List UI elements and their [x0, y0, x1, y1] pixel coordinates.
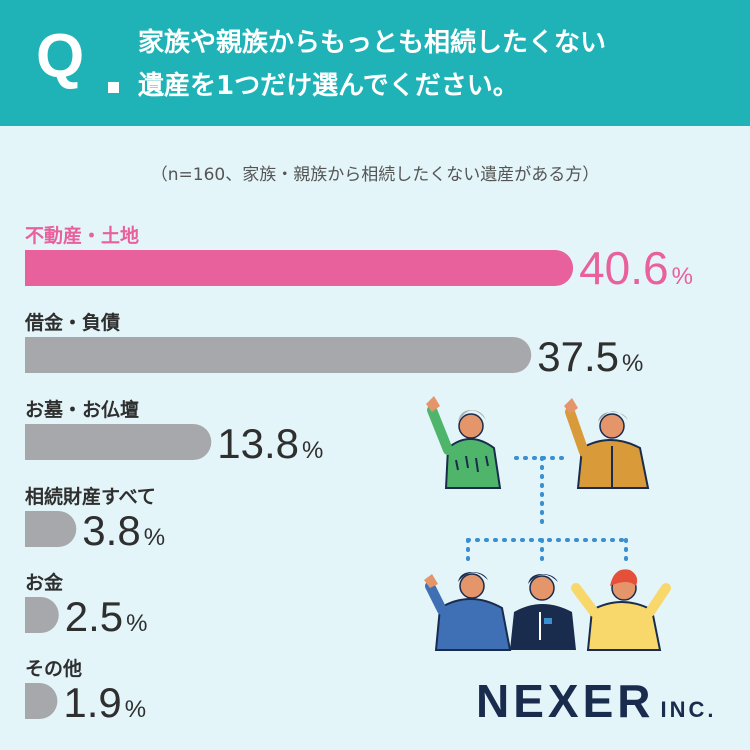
value-label: 3.8% — [82, 507, 165, 554]
bar — [25, 597, 59, 633]
value-number: 37.5 — [537, 333, 619, 380]
category-label: 相続財産すべて — [25, 485, 156, 508]
q-mark: Q — [36, 22, 85, 91]
bar — [25, 250, 574, 286]
grandmother-figure — [426, 396, 502, 489]
value-number: 13.8 — [217, 420, 299, 467]
value-label: 37.5% — [537, 333, 643, 380]
grandfather-figure — [564, 398, 650, 489]
left-person-figure — [424, 572, 512, 651]
middle-person-figure — [510, 574, 576, 650]
value-number: 3.8 — [82, 507, 140, 554]
value-unit: % — [622, 350, 643, 377]
bar — [25, 337, 532, 373]
question-header: Q 家族や親族からもっとも相続したくない 遺産を1つだけ選んでください。 — [0, 0, 750, 126]
nexer-logo: NEXER INC. — [476, 678, 716, 724]
q-dot — [108, 82, 119, 93]
sample-note: （n=160、家族・親族から相続したくない遺産がある方） — [150, 165, 600, 185]
value-unit: % — [672, 263, 693, 290]
category-label: お墓・お仏壇 — [25, 398, 139, 421]
category-label: 借金・負債 — [24, 311, 120, 334]
category-label: お金 — [25, 571, 64, 594]
value-number: 2.5 — [65, 593, 123, 640]
bar — [25, 511, 77, 547]
category-label: 不動産・土地 — [25, 224, 139, 247]
logo-sub: INC. — [660, 697, 717, 722]
bar — [25, 683, 58, 719]
category-label: その他 — [25, 657, 82, 680]
value-unit: % — [126, 610, 147, 637]
value-label: 1.9% — [63, 679, 146, 726]
value-label: 2.5% — [65, 593, 148, 640]
right-person-figure — [571, 569, 671, 651]
value-label: 40.6% — [579, 242, 693, 294]
question-line-2: 遺産を1つだけ選んでください。 — [138, 71, 519, 101]
value-number: 1.9 — [63, 679, 121, 726]
logo-main: NEXER — [476, 675, 655, 727]
family-tree-connector — [466, 456, 628, 568]
value-label: 13.8% — [217, 420, 323, 467]
value-unit: % — [125, 696, 146, 723]
bar — [25, 424, 212, 460]
question-line-1: 家族や親族からもっとも相続したくない — [138, 28, 607, 58]
value-number: 40.6 — [579, 242, 669, 294]
value-unit: % — [302, 437, 323, 464]
value-unit: % — [144, 524, 165, 551]
